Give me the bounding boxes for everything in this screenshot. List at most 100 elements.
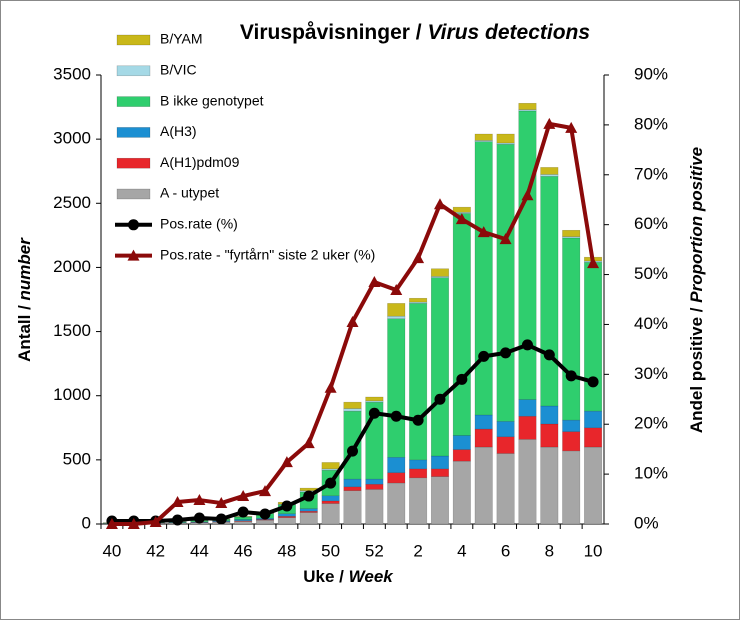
bar-segment [474, 414, 493, 430]
bar-segment [562, 229, 581, 237]
y-tick-label: 2500 [53, 193, 91, 212]
bar-segment [496, 144, 515, 422]
x-tick-label: 44 [190, 541, 209, 560]
legend-swatch [116, 34, 151, 46]
y2-tick-label: 40% [634, 314, 668, 333]
bar-segment [452, 435, 471, 450]
bar-segment [540, 405, 559, 425]
y-tick-label: 2000 [53, 257, 91, 276]
line-marker [149, 516, 162, 528]
line-marker [193, 494, 206, 506]
bar-segment [299, 508, 318, 512]
y2-tick-label: 0% [634, 513, 659, 532]
chart-title: Viruspåvisninger / Virus detections [240, 21, 590, 44]
legend-label: A - utypet [160, 185, 219, 201]
x-tick-label: 48 [277, 541, 296, 560]
bar-segment [474, 428, 493, 448]
line-marker [237, 506, 249, 518]
bar-segment [562, 419, 581, 432]
bar-segment [365, 489, 384, 525]
bar-segment [584, 446, 603, 525]
line-marker [215, 497, 228, 509]
line-marker [325, 477, 337, 489]
bar-segment [321, 495, 340, 502]
x-tick-label: 4 [457, 541, 466, 560]
bar-segment [452, 460, 471, 525]
y-axis-label: Antall / number [15, 237, 34, 362]
legend-swatch [116, 188, 151, 200]
bar-segment [387, 472, 406, 484]
y-label-no: Antall / [15, 305, 34, 362]
y2-tick-label: 90% [634, 64, 668, 83]
bar-segment [452, 206, 471, 213]
bar-segment [518, 102, 537, 110]
line-marker [347, 445, 358, 457]
x-tick-label: 8 [545, 541, 554, 560]
bar-segment [387, 303, 406, 317]
y-tick-label: 0 [82, 513, 91, 532]
y2-tick-label: 20% [634, 414, 668, 433]
y2-tick-label: 70% [634, 164, 668, 183]
bar-segment [562, 237, 581, 421]
line-marker [565, 370, 577, 382]
line-marker [500, 347, 512, 359]
legend-swatch [116, 96, 151, 107]
title-en: Virus detections [427, 21, 590, 44]
line-marker [193, 512, 205, 524]
line-marker [346, 315, 359, 327]
line-marker [172, 514, 184, 526]
x-label-en: Week [349, 567, 395, 586]
x-tick-label: 42 [146, 541, 165, 560]
line-marker [281, 500, 293, 512]
line-marker [127, 518, 140, 529]
line-marker [259, 485, 272, 497]
bar-segment [474, 446, 493, 525]
line-marker [302, 437, 315, 449]
y-label-en: number [15, 237, 34, 301]
y2-tick-label: 10% [634, 464, 668, 483]
bar-segment [343, 490, 362, 525]
bar-segment [496, 436, 515, 454]
y-tick-label: 1000 [53, 385, 91, 404]
line-marker [105, 518, 118, 529]
line-marker [499, 233, 512, 245]
legend-marker [127, 249, 140, 261]
legend-label: A(H3) [160, 123, 197, 139]
line-marker [237, 490, 250, 502]
y2-tick-label: 80% [634, 114, 668, 133]
bar-segment [321, 462, 340, 470]
line-marker [368, 407, 380, 419]
y2-axis-label: Andel positive / Proportion positive [687, 147, 706, 433]
bar-segment [562, 450, 581, 525]
y2-tick-label: 60% [634, 214, 668, 233]
line-marker [433, 198, 446, 210]
y2-label-en: Proportion positive [687, 147, 706, 303]
x-tick-label: 46 [234, 541, 253, 560]
x-tick-label: 52 [365, 541, 384, 560]
line-marker [521, 339, 533, 351]
bar-segment [496, 133, 515, 144]
bar-segment [387, 482, 406, 525]
bar-segment [430, 468, 449, 477]
bar-segment [452, 213, 471, 436]
bar-segment [387, 457, 406, 473]
bar-segment [540, 174, 559, 177]
x-tick-label: 50 [321, 541, 340, 560]
bar-segment [584, 410, 603, 429]
bar-segment [321, 500, 340, 504]
bar-segment [540, 446, 559, 525]
bar-segment [430, 268, 449, 277]
bar-segment [584, 262, 603, 412]
line-marker [543, 117, 556, 129]
legend-label: A(H1)pdm09 [160, 154, 240, 170]
bar-segment [365, 396, 384, 402]
y2-label-no: Andel positive / [687, 307, 706, 433]
y2-tick-label: 50% [634, 264, 668, 283]
y-tick-label: 3000 [53, 129, 91, 148]
y-tick-label: 1500 [53, 321, 91, 340]
x-axis-label: Uke / Week [303, 567, 394, 586]
legend-label: Pos.rate - "fyrtårn" siste 2 uker (%) [160, 246, 375, 262]
bar-segment [518, 109, 537, 112]
line-marker [477, 226, 490, 238]
